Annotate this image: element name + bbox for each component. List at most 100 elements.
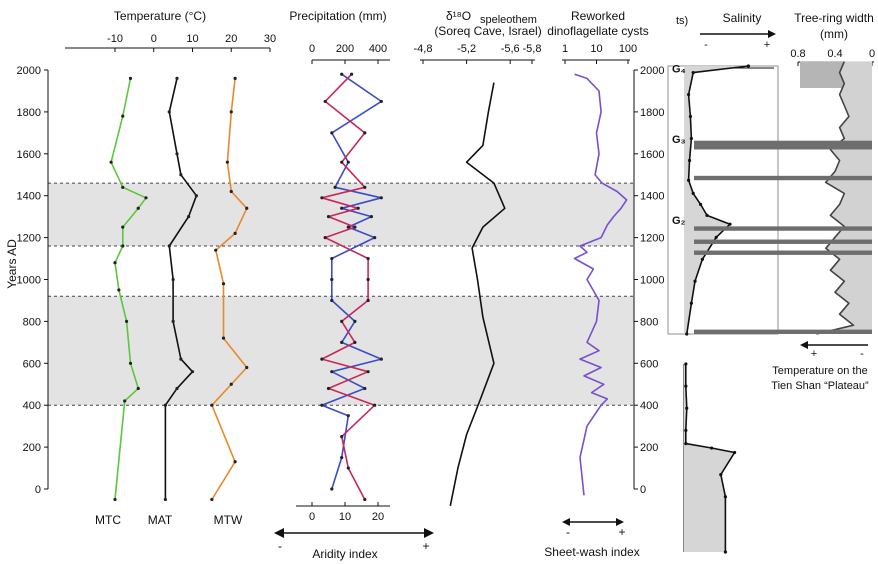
dinoflagellate-title-line2: dinoflagellate cysts [547,24,648,38]
precipitation-title: Precipitation (mm) [289,9,386,23]
temp-mtw-point [229,110,233,114]
temperature-minus: - [860,348,864,360]
aridity-point [340,435,344,439]
temp-mtc-point [121,225,125,229]
temp-mtw-point [225,160,229,164]
temp-mtc-point [121,244,125,248]
ytick-label-right: 1200 [640,233,664,245]
temperature-arrow-head [800,341,808,349]
salinity-plus: + [764,39,770,51]
aridity-point [363,185,367,189]
aridity-point [366,256,370,261]
dinoflagellate-tick-label: 100 [619,43,637,55]
precipitation-point [353,319,357,323]
temp-mtw-point [245,365,249,370]
legend-mat: MAT [148,513,173,527]
ytick-label-right: 200 [640,442,658,454]
temp-mtw-point [214,248,218,252]
ytick-label-right: 2000 [640,65,664,77]
temp-mtw-point [233,460,237,464]
aridity-point [366,277,370,282]
ytick-label-right: 0 [640,484,646,496]
speleothem-title-main: δ¹⁸O [446,9,471,23]
temp-mat-point [163,497,167,502]
aridity-arrow-left [274,528,284,538]
aridity-point [373,403,377,407]
legend-mtw: MTW [214,513,243,527]
temp-mtw-point [229,382,233,386]
treering-tick-label: 0.8 [790,48,805,60]
precipitation-point [330,298,334,303]
sheetwash-plus: + [618,525,625,539]
treering-title: Tree-ring width [794,11,874,25]
temp-mat-point [175,76,179,80]
axes [44,30,874,552]
ytick-label-right: 1000 [640,275,664,287]
temp-mtc-line [110,78,147,500]
aridity-point [366,370,370,374]
cold-band-2 [694,239,872,244]
salinity-lower-point [685,406,689,410]
precipitation-tick-label: 400 [369,43,387,55]
temperature-tick-label: 10 [186,33,198,45]
salinity-upper-point [728,222,732,226]
aridity-tick-label: 10 [339,511,351,523]
salinity-minus: - [704,39,708,51]
precipitation-point [379,357,383,361]
temperature-plus: + [811,348,817,360]
precipitation-point [379,196,383,200]
salinity-group-label: G₄ [672,64,686,76]
aridity-point [346,466,350,470]
temp-mat-point [187,215,191,219]
shaded-intervals [48,183,634,406]
aridity-point [340,160,344,164]
precipitation-point [340,455,344,460]
salinity-fragment: ts) [676,15,688,27]
salinity-upper-line [686,65,749,335]
temp-mat-point [171,319,175,323]
ytick-label-left: 1800 [17,107,41,119]
precipitation-point [363,386,367,391]
precipitation-point [330,256,334,261]
salinity-upper-point [689,301,693,305]
speleothem-title-line2: (Soreq Cave, Israel) [434,24,541,38]
temperature-note-line1: Temperature on the [772,365,867,377]
salinity-upper-point [689,136,693,141]
cold-band-4 [694,175,872,181]
salinity-upper-point [693,279,697,283]
salinity-lower-point [723,550,728,554]
precipitation-tick-label: 200 [336,43,354,55]
temp-mat-point [175,152,179,156]
ytick-label-left: 200 [23,442,41,454]
precipitation-point [340,340,344,344]
treering-title-line2: (mm) [820,27,848,41]
speleothem-tick-label: -5,2 [457,43,476,55]
ytick-label-left: 0 [35,484,41,496]
salinity-lower-point [719,472,723,477]
temp-mtw-point [233,231,237,236]
temp-mtc-point [113,497,117,502]
salinity-upper-point [687,178,691,182]
years-axis-label: Years AD [5,239,19,289]
temp-mtw-point [210,497,214,502]
temp-mat-point [175,386,179,391]
ytick-label-right: 1400 [640,191,664,203]
aridity-point [320,357,324,361]
aridity-point [326,386,331,391]
salinity-lower-point [684,362,688,366]
ytick-label-right: 400 [640,400,658,412]
salinity-lower-point [684,428,688,432]
treering-area [816,61,872,334]
temp-mat-point [171,277,175,282]
precipitation-tick-label: 0 [309,43,315,55]
ytick-label-left: 2000 [17,65,41,77]
cold-band-0 [694,329,872,334]
aridity-minus: - [278,539,282,553]
temp-mtc-point [109,160,113,164]
aridity-point [350,72,354,76]
sheetwash-arrow-left [562,518,570,526]
temp-mtw-point [233,76,237,80]
precipitation-point [320,403,324,407]
treering-line [816,61,855,335]
salinity-upper-point [714,235,718,239]
